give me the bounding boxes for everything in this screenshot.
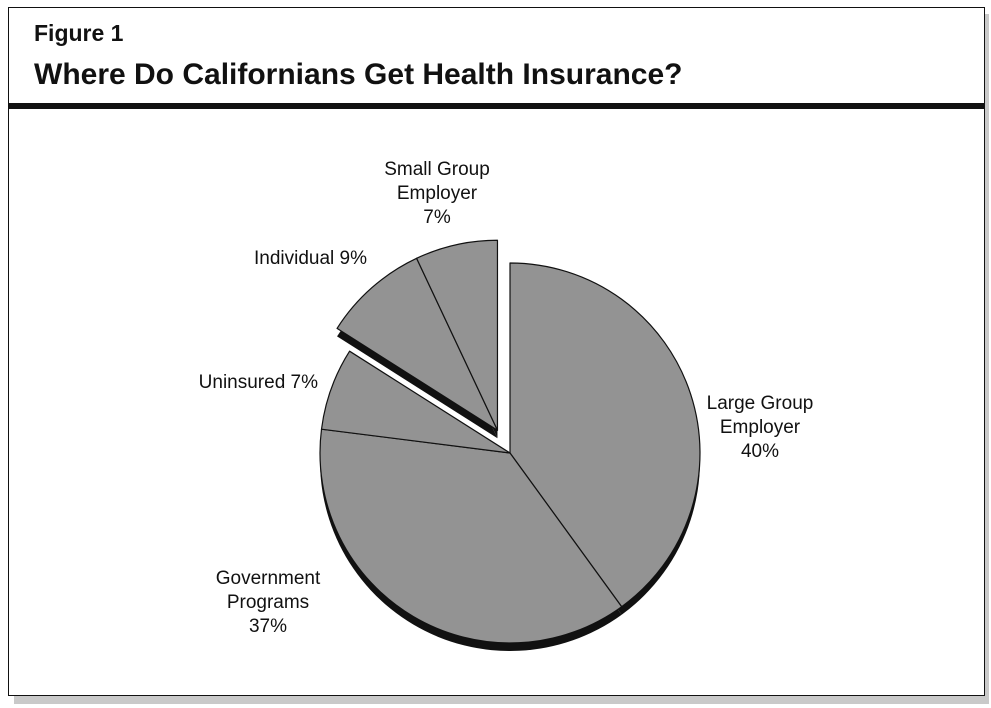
label-large-group-employer: Large Group Employer 40% (707, 393, 814, 462)
label-uninsured: Uninsured 7% (199, 372, 318, 393)
pie-slice-uninsured (320, 350, 511, 454)
pie-slice-government-programs (319, 428, 623, 644)
label-small-group-employer: Small Group Employer 7% (384, 159, 490, 228)
slice-labels: Large Group Employer 40% Government Programs… (199, 159, 814, 637)
figure-label: Figure 1 (34, 20, 124, 46)
pie-slice-individual (336, 257, 499, 431)
label-individual: Individual 9% (254, 248, 367, 269)
figure-header: Figure 1 Where Do Californians Get Healt… (9, 8, 984, 109)
pie-slice-small-group-employer (415, 239, 499, 431)
label-government-programs: Government Programs 37% (216, 568, 321, 637)
pie-slice-large-group-employer (509, 262, 701, 608)
figure-title: Where Do Californians Get Health Insuran… (34, 58, 683, 91)
pie-slices (319, 239, 701, 644)
